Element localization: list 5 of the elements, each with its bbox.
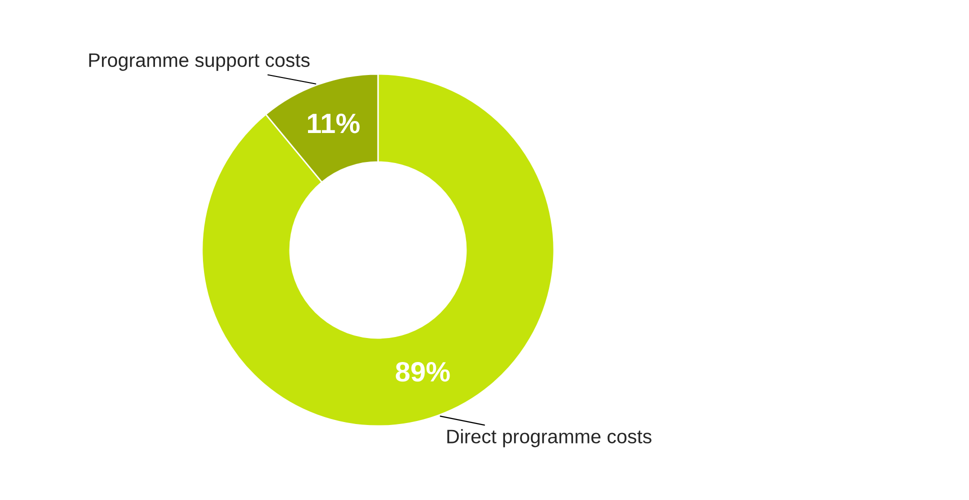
slice-label: Direct programme costs: [447, 429, 652, 448]
slice-label: Programme support costs: [89, 53, 310, 71]
data-label: 11%: [308, 114, 360, 134]
donut-slice: [201, 73, 555, 427]
data-label: 89%: [396, 362, 450, 382]
